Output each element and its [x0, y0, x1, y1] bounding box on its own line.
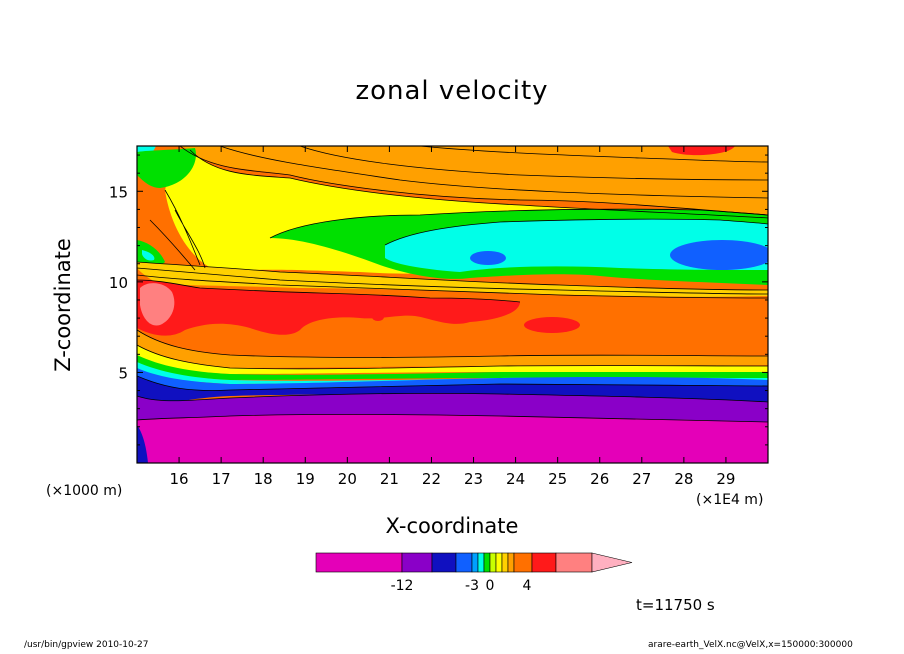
- contour-red-blob-1: [524, 317, 580, 333]
- colorbar-segment: [501, 552, 509, 573]
- x-tick-label: 29: [716, 470, 735, 488]
- colorbar-segment: [471, 552, 479, 573]
- x-tick-label: 23: [464, 470, 483, 488]
- plot-frame: [136, 145, 769, 464]
- colorbar-label: 0: [486, 578, 495, 594]
- contour-magenta-low: [137, 414, 768, 463]
- colorbar-label: -12: [391, 578, 414, 594]
- y-tick-label: 15: [109, 183, 128, 201]
- x-tick-label: 16: [170, 470, 189, 488]
- x-tick-label: 27: [632, 470, 651, 488]
- y-tick-label: 5: [118, 364, 128, 382]
- time-label: t=11750 s: [636, 596, 715, 614]
- colorbar-segment: [455, 552, 473, 573]
- colorbar-segment: [555, 552, 593, 573]
- colorbar-arrow: [591, 552, 633, 573]
- contour-top-red: [668, 146, 735, 156]
- contour-lines: [137, 146, 768, 423]
- colorbar-label: -3: [465, 578, 479, 594]
- y-axis-multiplier: (×1000 m): [46, 483, 123, 499]
- colorbar-segment: [401, 552, 433, 573]
- colorbar-segment: [507, 552, 515, 573]
- contour-blue-blob-2: [670, 240, 768, 270]
- contour-orange-band: [137, 262, 768, 297]
- contour-red-band: [137, 280, 520, 336]
- contour-left-cyan-mid: [142, 250, 155, 261]
- x-tick-label: 20: [338, 470, 357, 488]
- tick-labels: 16 17 18 19 20 21 22 23 24 25 26 27 28 29 5 10 15: [109, 183, 736, 488]
- contour-left-green-top: [137, 148, 196, 188]
- contour-yellow-low: [137, 345, 768, 374]
- contour-blue-blob-1: [470, 251, 506, 265]
- y-axis-label: Z-coordinate: [51, 238, 75, 372]
- x-tick-label: 19: [296, 470, 315, 488]
- contour-fill: [137, 146, 768, 463]
- colorbar-label: 4: [523, 578, 532, 594]
- contour-lightorange-low: [137, 330, 768, 368]
- contour-pink-max: [140, 283, 175, 326]
- contour-green-low: [137, 355, 768, 380]
- colorbar: [315, 552, 633, 573]
- footer-left: /usr/bin/gpview 2010-10-27: [24, 640, 149, 650]
- colorbar-segment: [531, 552, 557, 573]
- chart-title: zonal velocity: [355, 76, 549, 106]
- x-tick-label: 24: [506, 470, 525, 488]
- x-tick-label: 22: [422, 470, 441, 488]
- colorbar-segment: [483, 552, 491, 573]
- y-tick-label: 10: [109, 274, 128, 292]
- footer-right: arare-earth_VelX.nc@VelX,x=150000:300000: [648, 640, 853, 650]
- x-axis-multiplier: (×1E4 m): [696, 492, 764, 508]
- colorbar-segment: [489, 552, 497, 573]
- contour-red-blob-2: [372, 313, 384, 321]
- colorbar-segment: [477, 552, 485, 573]
- x-tick-label: 25: [548, 470, 567, 488]
- x-tick-label: 21: [380, 470, 399, 488]
- x-tick-label: 18: [254, 470, 273, 488]
- contour-top-orange: [137, 146, 768, 215]
- contour-purple-low: [137, 393, 768, 422]
- colorbar-labels: -12 -3 0 4: [391, 578, 532, 594]
- colorbar-segment: [315, 552, 403, 573]
- contour-blue-low: [137, 368, 768, 391]
- x-tick-label: 28: [674, 470, 693, 488]
- x-axis-label: X-coordinate: [385, 514, 519, 538]
- x-tick-label: 26: [590, 470, 609, 488]
- axis-ticks: [137, 146, 768, 464]
- colorbar-segment: [513, 552, 533, 573]
- x-tick-label: 17: [212, 470, 231, 488]
- contour-left-green-mid: [137, 240, 165, 266]
- colorbar-segment: [431, 552, 457, 573]
- contour-corner-blue: [137, 425, 148, 463]
- colorbar-segment: [495, 552, 503, 573]
